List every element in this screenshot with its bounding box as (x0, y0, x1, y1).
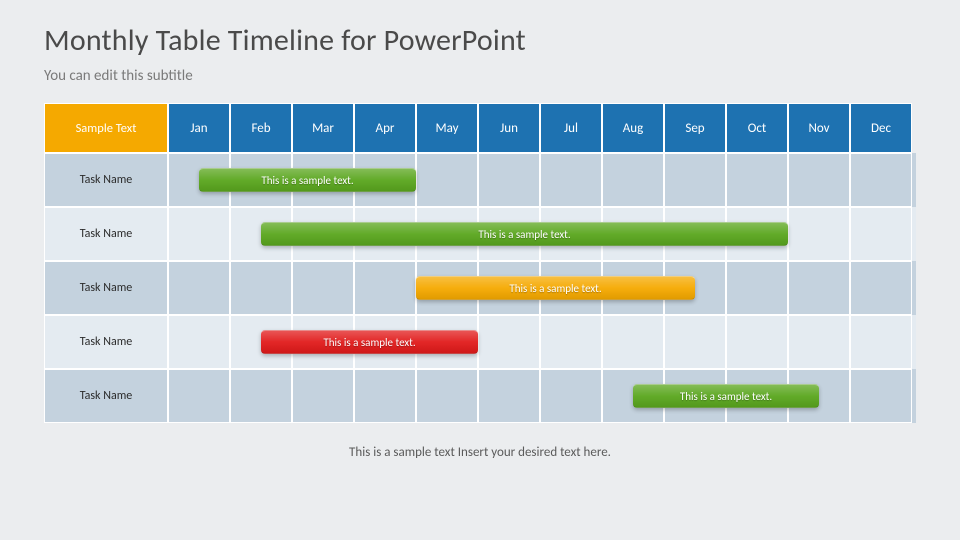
task-row: Task Name (44, 261, 916, 315)
grid-cell (664, 369, 726, 423)
grid-cell (602, 207, 664, 261)
footer-text: This is a sample text Insert your desire… (44, 445, 916, 460)
task-row: Task Name (44, 207, 916, 261)
page-title: Monthly Table Timeline for PowerPoint (44, 22, 916, 59)
grid-cell (416, 153, 478, 207)
grid-cell (540, 153, 602, 207)
grid-cell (292, 369, 354, 423)
grid-cell (416, 207, 478, 261)
grid-cell (850, 153, 912, 207)
grid-cell (664, 261, 726, 315)
grid-cell (230, 153, 292, 207)
grid-cell (540, 207, 602, 261)
grid-cell (230, 369, 292, 423)
grid-cell (168, 153, 230, 207)
task-name-cell: Task Name (44, 261, 168, 315)
grid-cell (354, 315, 416, 369)
header-row: Sample Text Jan Feb Mar Apr May Jun Jul … (44, 103, 916, 153)
grid-cell (788, 315, 850, 369)
slide: Monthly Table Timeline for PowerPoint Yo… (0, 0, 960, 460)
grid-cell (230, 315, 292, 369)
grid-cell (478, 207, 540, 261)
grid-cell (478, 153, 540, 207)
month-header: May (416, 103, 478, 153)
grid-cell (292, 207, 354, 261)
grid-cell (726, 315, 788, 369)
month-header: Jul (540, 103, 602, 153)
grid-cell (788, 261, 850, 315)
grid-cell (292, 261, 354, 315)
grid-cell (168, 207, 230, 261)
grid-cell (850, 369, 912, 423)
task-name-cell: Task Name (44, 369, 168, 423)
grid-cell (726, 153, 788, 207)
grid-cell (292, 153, 354, 207)
month-header: Oct (726, 103, 788, 153)
month-header: Apr (354, 103, 416, 153)
grid-cell (664, 315, 726, 369)
month-header: Dec (850, 103, 912, 153)
grid-cell (168, 369, 230, 423)
grid-cell (850, 315, 912, 369)
task-name-cell: Task Name (44, 153, 168, 207)
grid-cell (416, 369, 478, 423)
grid-cell (850, 261, 912, 315)
rows-container: Task NameTask NameTask NameTask NameTask… (44, 153, 916, 423)
grid-cell (602, 261, 664, 315)
month-header: Aug (602, 103, 664, 153)
month-header: Mar (292, 103, 354, 153)
grid-cell (292, 315, 354, 369)
grid-cell (416, 315, 478, 369)
grid-cell (664, 207, 726, 261)
grid-cell (168, 261, 230, 315)
grid-cell (354, 369, 416, 423)
timeline-grid: Sample Text Jan Feb Mar Apr May Jun Jul … (44, 103, 916, 423)
grid-cell (230, 261, 292, 315)
grid-cell (788, 153, 850, 207)
grid-cell (540, 369, 602, 423)
month-header: Sep (664, 103, 726, 153)
grid-cell (478, 315, 540, 369)
task-name-cell: Task Name (44, 207, 168, 261)
grid-cell (788, 207, 850, 261)
page-subtitle: You can edit this subtitle (44, 67, 916, 85)
grid-cell (354, 153, 416, 207)
month-header: Jan (168, 103, 230, 153)
task-row: Task Name (44, 153, 916, 207)
month-header: Jun (478, 103, 540, 153)
task-row: Task Name (44, 315, 916, 369)
grid-cell (726, 207, 788, 261)
grid-cell (602, 315, 664, 369)
grid-cell (478, 369, 540, 423)
grid-cell (354, 207, 416, 261)
grid-cell (540, 315, 602, 369)
grid-cell (540, 261, 602, 315)
grid-cell (726, 369, 788, 423)
month-header: Feb (230, 103, 292, 153)
grid-cell (354, 261, 416, 315)
month-header: Nov (788, 103, 850, 153)
grid-cell (602, 153, 664, 207)
header-corner: Sample Text (44, 103, 168, 153)
grid-cell (602, 369, 664, 423)
task-name-cell: Task Name (44, 315, 168, 369)
grid-cell (416, 261, 478, 315)
grid-cell (230, 207, 292, 261)
grid-cell (850, 207, 912, 261)
grid-cell (478, 261, 540, 315)
grid-cell (788, 369, 850, 423)
grid-cell (168, 315, 230, 369)
grid-cell (726, 261, 788, 315)
grid-cell (664, 153, 726, 207)
task-row: Task Name (44, 369, 916, 423)
